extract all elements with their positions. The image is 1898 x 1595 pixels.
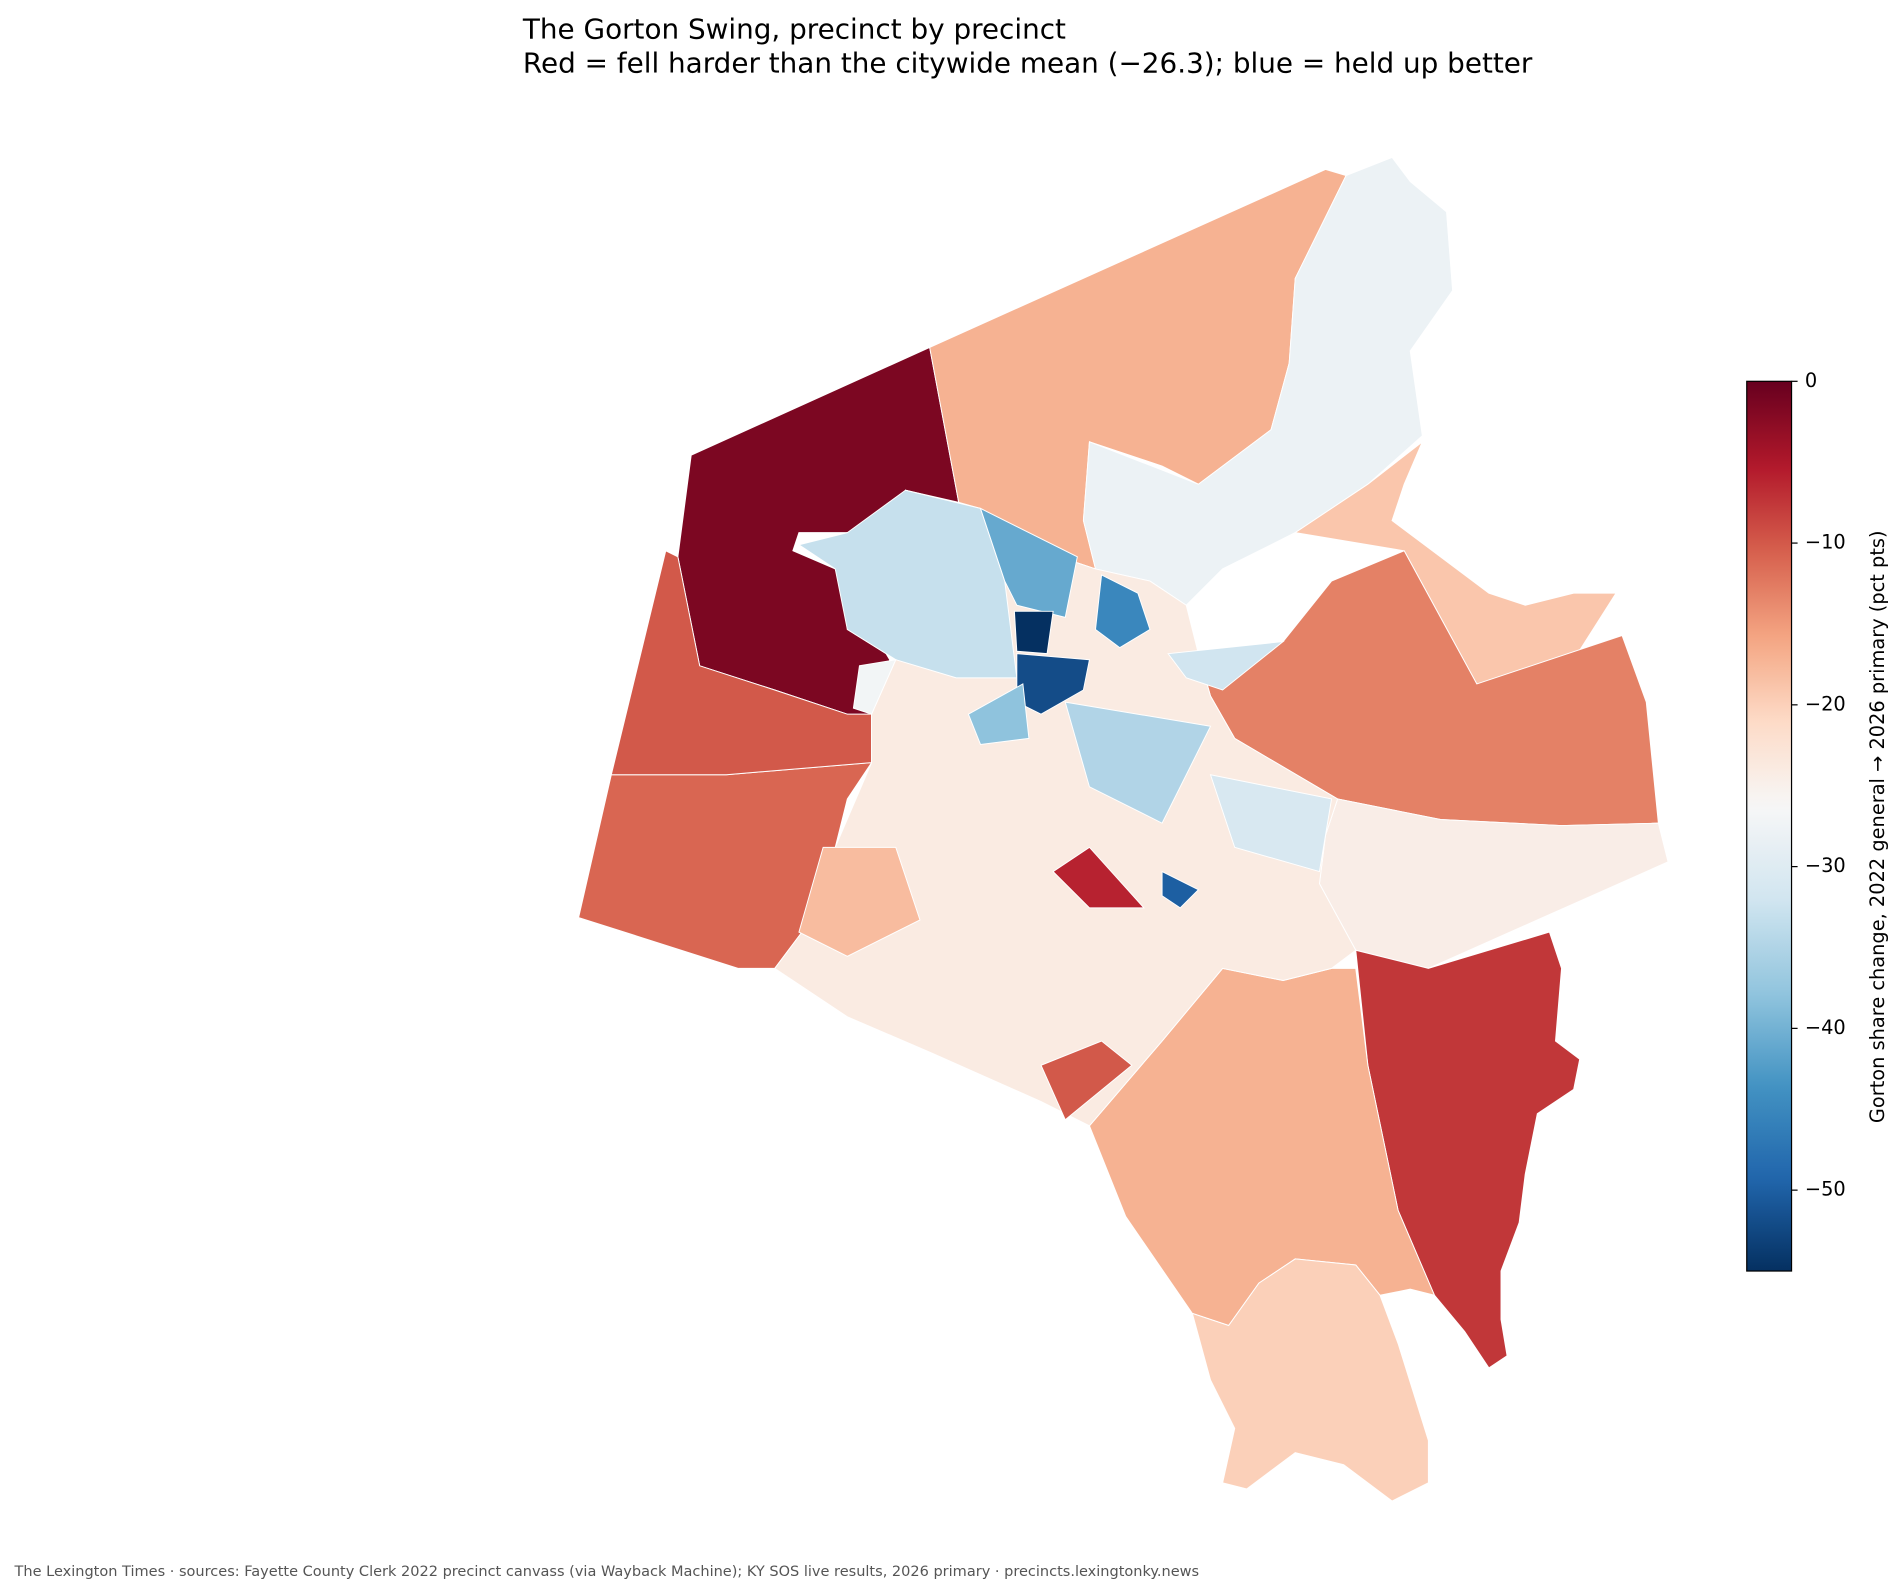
colorbar-tick-label: −10: [1805, 531, 1846, 554]
colorbar: 0 −10 −20 −30 −40 −50: [1746, 369, 1846, 1272]
precinct: [1052, 846, 1146, 909]
colorbar-tick-label: −20: [1805, 692, 1846, 715]
precinct: [1040, 1040, 1133, 1121]
map-root: The Gorton Swing, precinct by precinct R…: [14, 13, 1890, 1580]
colorbar-tick-label: −40: [1805, 1016, 1846, 1039]
precinct: [1082, 156, 1454, 606]
precinct: [1191, 1258, 1429, 1502]
colorbar-label: Gorton share change, 2022 general → 2026…: [1866, 530, 1889, 1123]
precinct: [798, 846, 921, 957]
precinct: [1167, 640, 1285, 691]
colorbar-tick-label: −30: [1805, 854, 1846, 877]
precinct: [610, 550, 873, 776]
colorbar-gradient: [1746, 380, 1793, 1272]
precinct: [797, 489, 1018, 679]
colorbar-tick-label: 0: [1805, 369, 1817, 392]
precinct: [1161, 870, 1200, 909]
precinct: [1013, 610, 1054, 655]
precinct: [1094, 574, 1151, 649]
map: [578, 156, 1669, 1502]
precinct: [1355, 931, 1581, 1369]
precinct: [1209, 774, 1333, 873]
title: The Gorton Swing, precinct by precinct: [522, 13, 1066, 46]
colorbar-tick-label: −50: [1805, 1178, 1846, 1201]
precinct: [967, 683, 1030, 745]
precinct: [1318, 798, 1669, 969]
footer: The Lexington Times · sources: Fayette C…: [14, 1564, 1200, 1580]
precinct: [1293, 441, 1617, 685]
subtitle: Red = fell harder than the citywide mean…: [523, 47, 1533, 80]
precinct: [1064, 701, 1212, 824]
precinct: [852, 659, 897, 715]
